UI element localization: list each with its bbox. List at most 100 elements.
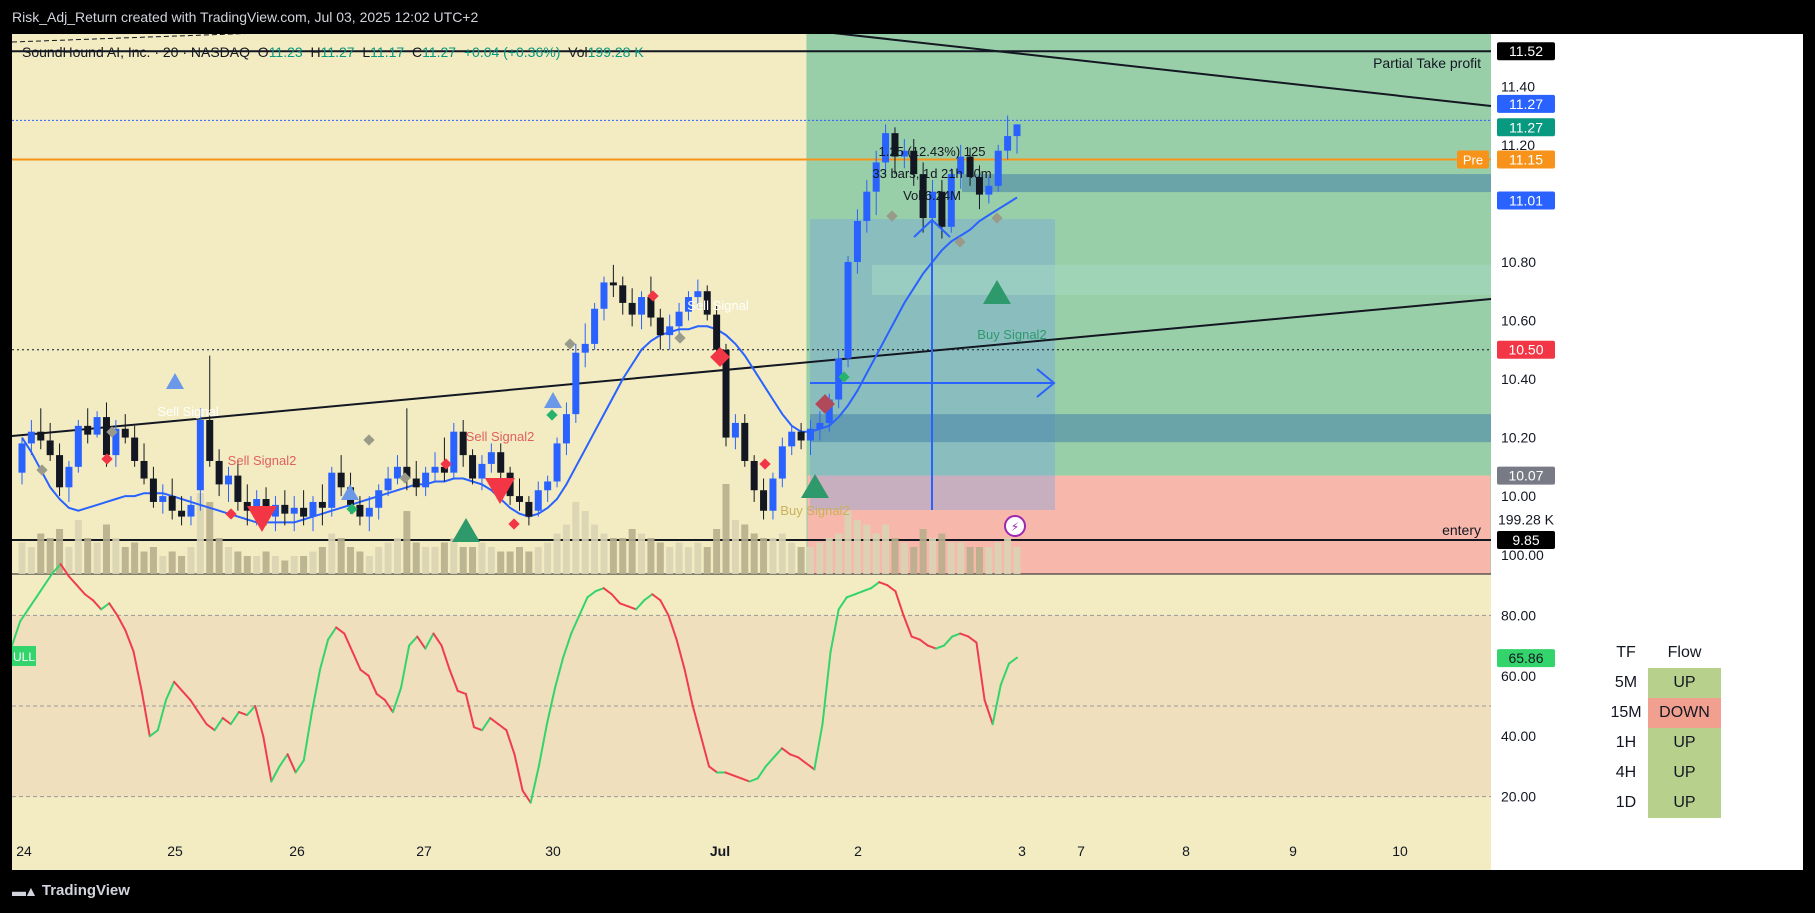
time-tick-label: Jul (710, 843, 730, 859)
chart-frame[interactable]: 1.25 (12.43%) 125 33 bars, 1d 21h 40m Vol … (12, 34, 1803, 870)
volume-bar (553, 533, 561, 574)
buy-triangle-icon (801, 474, 829, 498)
candle-body (450, 431, 458, 473)
flow-row: 1D UP (1604, 788, 1721, 818)
oscillator-segment (748, 777, 759, 783)
main-chart[interactable]: 1.25 (12.43%) 125 33 bars, 1d 21h 40m Vol … (12, 34, 1803, 870)
oscillator-segment (643, 593, 654, 602)
oscillator-tick-label: 80.00 (1501, 607, 1536, 623)
candle (806, 419, 814, 456)
price-label-box (1497, 340, 1555, 359)
oscillator-segment (934, 644, 946, 650)
zone-band (962, 174, 1491, 193)
price-tick-label: 11.40 (1501, 78, 1535, 94)
candle (534, 481, 542, 517)
signal-dot-icon (991, 212, 1003, 224)
volume-bar (994, 542, 1002, 574)
candle (46, 422, 54, 461)
oscillator-segment (124, 629, 135, 653)
price-tick-label: 10.40 (1501, 371, 1536, 387)
oscillator-segment (464, 692, 475, 729)
candle-body (318, 501, 326, 508)
oscillator-segment (554, 656, 565, 689)
signal-dot-icon (399, 472, 411, 484)
candle-body (966, 156, 974, 178)
oscillator-segment (67, 575, 78, 587)
price-label-box (1497, 118, 1555, 137)
volume-bar (93, 542, 101, 574)
tradingview-logo[interactable]: ▬▲ TradingView (12, 882, 130, 899)
oscillator-tick-label: 100.00 (1501, 547, 1544, 563)
candle (929, 179, 937, 227)
oscillator-segment (229, 711, 240, 726)
oscillator-segment (870, 581, 881, 590)
volume-bar (393, 538, 401, 574)
oscillator-segment (140, 689, 151, 738)
oscillator-segment (391, 686, 403, 714)
volume-bar (947, 542, 955, 574)
candle (281, 490, 289, 526)
time-tick-label: 25 (167, 843, 183, 859)
open-label: O (257, 44, 269, 60)
volume-bar (149, 547, 157, 574)
candle (760, 478, 768, 520)
lightning-icon: ⚡ (1011, 520, 1019, 534)
volume-bar (534, 547, 542, 574)
oscillator-segment (343, 632, 354, 653)
candle (703, 285, 711, 321)
bottom-bar: ▬▲ TradingView (0, 870, 1815, 913)
candle-body (178, 510, 186, 517)
candle (65, 460, 73, 502)
candle-body (412, 478, 420, 488)
candle (140, 443, 148, 485)
oscillator-segment (521, 789, 532, 804)
oscillator-segment (586, 590, 597, 599)
trend-line (833, 34, 1492, 107)
candle (675, 302, 683, 336)
candle (328, 466, 336, 517)
signal-dot-icon (440, 458, 452, 470)
oscillator-segment (270, 765, 281, 783)
oscillator-segment (367, 674, 378, 695)
time-tick-label: 24 (16, 843, 32, 859)
candle-body (65, 466, 73, 488)
volume-bar (938, 533, 946, 574)
volume-bar (591, 524, 599, 574)
zone-band (872, 264, 1491, 295)
oscillator-segment (789, 753, 800, 759)
price-label-text: 11.27 (1509, 119, 1543, 135)
volume-bar (178, 556, 186, 574)
candle-body (591, 308, 599, 344)
price-tick-label: 10.60 (1501, 312, 1536, 328)
volume-bar (300, 556, 308, 574)
buy-signal2-label: Buy Signal2 (780, 503, 849, 518)
buy-triangle-icon (166, 373, 184, 389)
candle (440, 437, 448, 482)
open-value: 11.23 (268, 44, 303, 60)
oscillator-segment (756, 765, 767, 780)
volume-bar (328, 533, 336, 574)
target-zone (807, 34, 1491, 476)
candle (375, 484, 383, 520)
oscillator-segment (424, 632, 435, 650)
volume-bar (872, 533, 880, 574)
oscillator-segment (294, 759, 305, 774)
volume-bar (609, 538, 617, 574)
oscillator-segment (440, 644, 451, 671)
brand-name: TradingView (41, 882, 130, 899)
candle-body (375, 490, 383, 508)
candle (797, 422, 805, 450)
candle-body (328, 472, 336, 508)
price-label: 9.85 (1497, 531, 1555, 549)
candle-body (516, 496, 523, 502)
candle-body (131, 437, 139, 461)
oscillator-segment (926, 644, 937, 650)
symbol-name[interactable]: SoundHound AI, Inc. · 20 · NASDAQ (22, 44, 251, 60)
oscillator-segment (659, 599, 670, 617)
volume-bar (478, 542, 486, 574)
candle (713, 305, 721, 356)
volume-bar (975, 547, 983, 574)
measure-bars: 33 bars, 1d 21h 40m (872, 166, 991, 181)
window-title: Risk_Adj_Return created with TradingView… (12, 9, 479, 25)
volume-bar (797, 547, 805, 574)
